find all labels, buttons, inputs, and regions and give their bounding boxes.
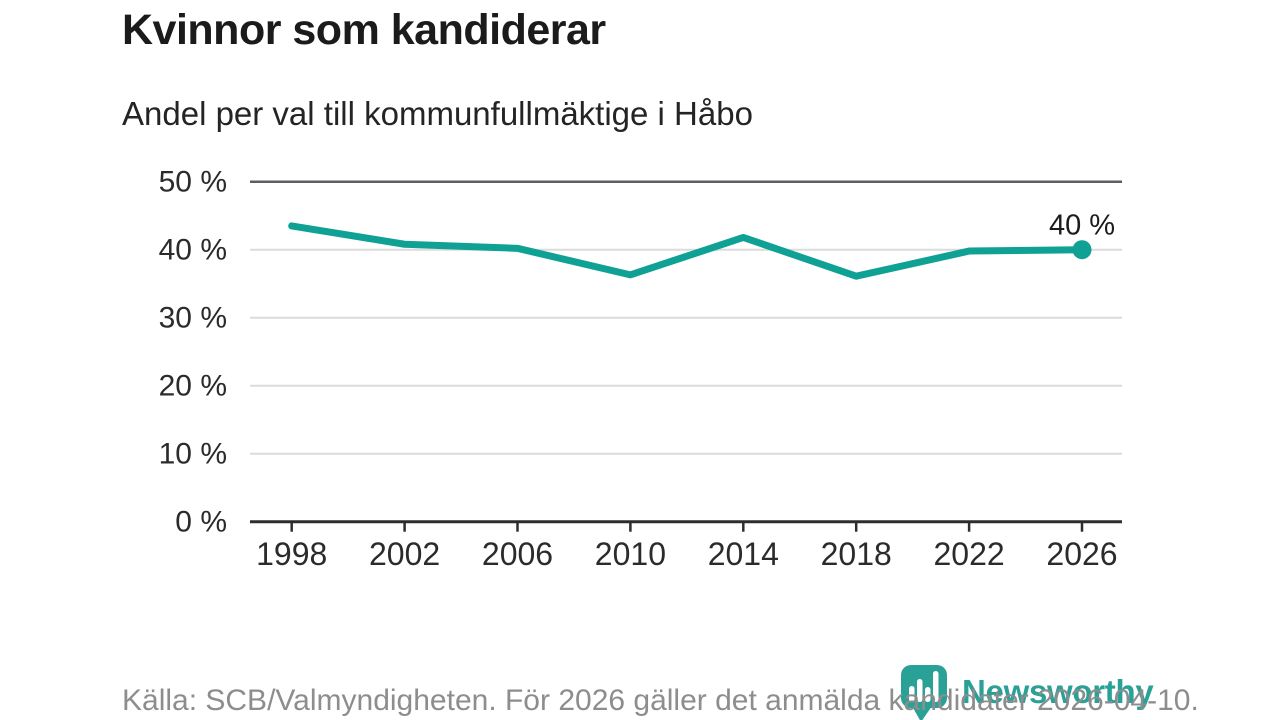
x-axis-label: 2014	[708, 536, 779, 572]
chart-subtitle: Andel per val till kommunfullmäktige i H…	[122, 95, 753, 132]
x-axis-label: 2026	[1046, 536, 1117, 572]
y-axis-label: 30 %	[159, 302, 227, 335]
newsworthy-logo-icon	[901, 665, 947, 720]
x-axis-label: 2010	[595, 536, 666, 572]
logo-bar-2	[917, 679, 923, 702]
y-axis-label: 40 %	[159, 234, 227, 267]
logo-bar-4	[933, 671, 939, 702]
logo-bubble-tail	[912, 706, 932, 720]
x-axis-label: 2018	[821, 536, 892, 572]
y-axis-label: 50 %	[159, 166, 227, 199]
newsworthy-logo-text: Newsworthy	[962, 673, 1154, 710]
data-line	[288, 222, 1086, 280]
newsworthy-logo: Newsworthy	[897, 661, 1154, 720]
y-axis-label: 0 %	[175, 506, 227, 539]
x-axis-label: 2002	[369, 536, 440, 572]
y-axis-label: 10 %	[159, 438, 227, 471]
logo-bar-3	[925, 687, 931, 702]
logo-bar-1	[909, 686, 915, 702]
y-axis-label: 20 %	[159, 370, 227, 403]
chart-title: Kvinnor som kandiderar	[122, 6, 606, 54]
end-point-label: 40 %	[1049, 210, 1115, 242]
x-axis-label: 2006	[482, 536, 553, 572]
end-point-marker	[1072, 240, 1092, 260]
source-note: Källa: SCB/Valmyndigheten. För 2026 gäll…	[122, 684, 1199, 717]
x-axis-label: 2022	[934, 536, 1005, 572]
x-axis-label: 1998	[256, 536, 327, 572]
